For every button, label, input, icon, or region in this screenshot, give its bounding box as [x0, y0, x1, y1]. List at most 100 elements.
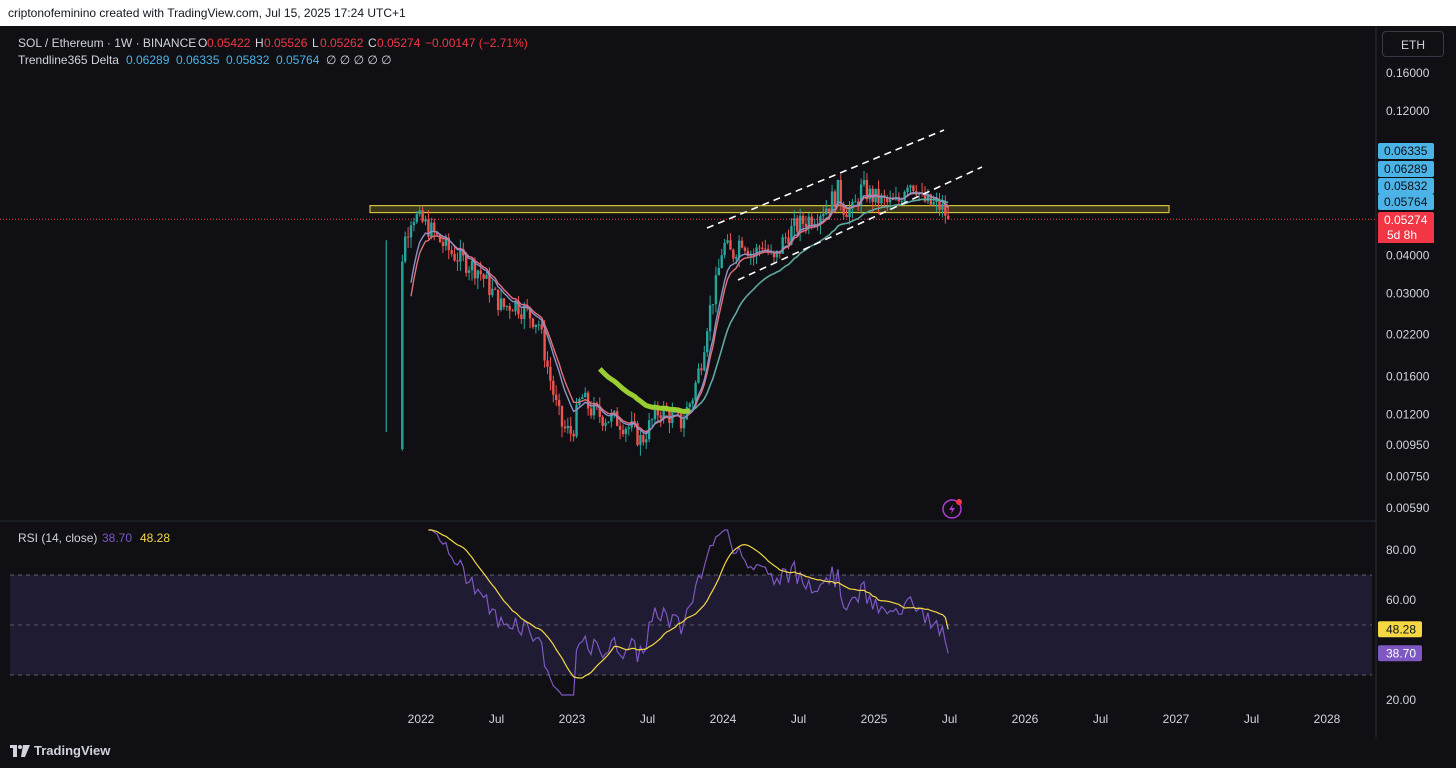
candle-body — [682, 419, 686, 429]
price-label-box — [1378, 143, 1434, 159]
candle-body — [822, 214, 825, 217]
open-value: 0.05422 — [207, 36, 251, 50]
time-tick-label: 2023 — [559, 712, 586, 726]
candle-body — [642, 435, 645, 443]
candle-body — [491, 288, 494, 296]
candle-body — [482, 274, 485, 279]
candle-body — [624, 428, 628, 434]
candle-body — [621, 429, 625, 434]
candle-body — [839, 179, 842, 205]
candle-body — [796, 218, 799, 232]
candle-body — [735, 256, 738, 259]
candle-body — [708, 305, 712, 332]
candle-body — [496, 289, 500, 311]
candle-body — [804, 223, 808, 228]
candle-body — [848, 208, 851, 218]
candle-body — [764, 248, 767, 250]
ma-fast-line — [410, 191, 949, 435]
rsi-line — [428, 529, 949, 696]
candle-body — [560, 406, 564, 427]
low-label: L — [312, 36, 319, 50]
candle-body — [494, 288, 497, 290]
time-tick-label: 2024 — [710, 712, 737, 726]
candle-body — [601, 416, 604, 426]
candle-body — [926, 194, 930, 202]
price-tick-label: 0.01200 — [1386, 407, 1430, 421]
rsi-value-label-box — [1378, 645, 1422, 662]
candle-body — [801, 215, 805, 224]
price-chart[interactable]: SOL / Ethereum · 1W · BINANCE O 0.05422 … — [0, 26, 1456, 738]
tradingview-logo-text: TradingView — [34, 743, 111, 758]
price-label-text: 0.05832 — [1384, 179, 1428, 193]
candle-body — [740, 240, 744, 248]
candle-body — [540, 324, 543, 330]
footer — [0, 738, 1456, 768]
candle-body — [886, 197, 889, 203]
time-tick-label: 2028 — [1314, 712, 1341, 726]
rsi-legend-value: 38.70 — [102, 531, 132, 545]
event-icon[interactable] — [942, 499, 962, 519]
attribution-bar: criptonofeminino created with TradingVie… — [0, 0, 1456, 26]
time-tick-label: 2022 — [408, 712, 435, 726]
candle-body — [514, 300, 517, 312]
candle-body — [450, 250, 453, 254]
currency-button[interactable]: ETH — [1382, 31, 1444, 57]
candle-body — [909, 185, 912, 188]
candle-body — [932, 202, 935, 205]
candle-body — [761, 247, 764, 249]
candle-body — [485, 274, 488, 279]
candle-body — [453, 253, 456, 261]
candle-body — [674, 411, 677, 413]
price-tick-label: 0.16000 — [1386, 66, 1430, 80]
time-tick-label: Jul — [791, 712, 806, 726]
channel-upper-line — [706, 129, 945, 229]
candle-body — [473, 260, 477, 279]
candle-body — [737, 240, 741, 257]
candle-body — [598, 406, 601, 417]
rsi-value-label-text: 38.70 — [1386, 646, 1416, 660]
candle-body — [714, 275, 718, 305]
candle-body — [447, 237, 450, 251]
change-value: −0.00147 (−2.71%) — [425, 36, 528, 50]
candle-body — [781, 237, 784, 254]
candle-body — [697, 368, 700, 383]
candle-body — [499, 298, 503, 311]
candle-body — [424, 219, 427, 222]
tradingview-logo-icon — [10, 744, 30, 757]
high-label: H — [255, 36, 264, 50]
candle-body — [717, 267, 721, 276]
candle-body — [830, 191, 834, 212]
candle-body — [572, 433, 575, 437]
candle-body — [546, 360, 549, 367]
candle-body — [409, 225, 413, 238]
candle-body — [517, 300, 520, 315]
candle-body — [711, 304, 715, 306]
price-label-text: 0.05274 — [1384, 213, 1428, 227]
candle-body — [470, 260, 474, 271]
candle-body — [557, 399, 561, 407]
candle-body — [502, 298, 506, 308]
candle-body — [534, 324, 538, 328]
price-tick-label: 0.02200 — [1386, 328, 1430, 342]
candle-body — [772, 251, 776, 258]
candle-body — [427, 219, 430, 237]
candle-body — [441, 242, 445, 246]
candle-body — [479, 270, 482, 275]
rsi-axis: 80.00 60.00 20.00 — [1386, 543, 1416, 707]
candle-body — [563, 426, 567, 429]
candle-body — [401, 261, 404, 450]
candle-body — [456, 260, 459, 262]
candle-body — [903, 191, 906, 202]
price-label-box — [1378, 212, 1434, 228]
candle-body — [859, 184, 863, 206]
candle-body — [543, 329, 546, 361]
candle-body — [569, 425, 572, 434]
resistance-zone — [0, 205, 1376, 220]
candle-body — [528, 308, 532, 319]
rsi-tick-label: 20.00 — [1386, 693, 1416, 707]
candle-body — [537, 324, 540, 326]
candles — [385, 170, 950, 456]
price-label-box — [1378, 161, 1434, 177]
price-tick-label: 0.01600 — [1386, 370, 1430, 384]
countdown-text: 5d 8h — [1387, 228, 1417, 242]
